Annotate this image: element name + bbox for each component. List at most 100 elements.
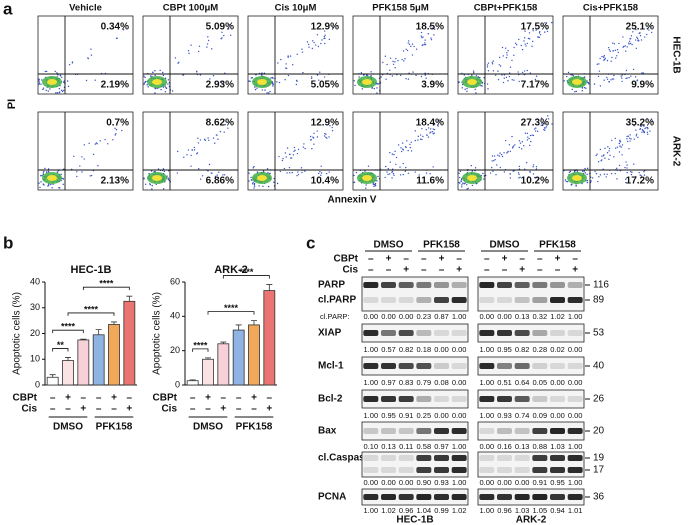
event-dot xyxy=(417,139,419,141)
event-dot xyxy=(266,92,268,94)
event-dot xyxy=(513,46,515,49)
quant-value: 1.00 xyxy=(452,442,467,451)
quadrant-percent: 7.17% xyxy=(521,80,549,91)
blot-band xyxy=(479,494,495,500)
quant-value: 0.00 xyxy=(480,442,495,451)
event-dot xyxy=(337,25,339,27)
event-dot xyxy=(387,173,389,176)
event-dot xyxy=(511,147,514,149)
event-dot xyxy=(187,50,190,52)
event-dot xyxy=(433,34,435,36)
event-dot xyxy=(475,75,478,77)
event-dot xyxy=(280,58,282,61)
y-tick-label: 40 xyxy=(170,311,180,321)
event-dot xyxy=(58,88,61,90)
quadrant-percent: 8.62% xyxy=(206,118,234,129)
event-dot xyxy=(458,176,461,179)
event-dot xyxy=(639,34,642,37)
event-dot xyxy=(496,164,498,166)
column-title: PFK158 5μM xyxy=(372,3,429,14)
event-dot xyxy=(630,75,632,77)
event-dot xyxy=(463,74,466,76)
event-dot xyxy=(504,47,507,49)
blot-band xyxy=(479,363,495,369)
quant-value: 1.00 xyxy=(480,506,495,515)
event-dot xyxy=(325,172,328,175)
event-dot xyxy=(212,137,215,139)
event-dot xyxy=(278,155,280,158)
event-dot xyxy=(44,167,46,170)
event-dot xyxy=(67,85,70,88)
event-dot xyxy=(506,52,508,54)
event-dot xyxy=(624,45,626,47)
event-dot xyxy=(634,76,637,78)
event-dot xyxy=(167,177,170,179)
event-dot xyxy=(208,139,210,142)
event-dot xyxy=(524,37,526,39)
event-dot xyxy=(208,163,211,166)
event-dot xyxy=(401,142,404,144)
event-dot xyxy=(44,70,46,73)
event-dot xyxy=(514,144,516,146)
event-dot xyxy=(310,139,313,141)
density-core xyxy=(257,175,267,181)
blot-frame xyxy=(477,451,585,478)
event-dot xyxy=(521,48,524,51)
blot-band xyxy=(381,330,396,336)
significance-bracket xyxy=(52,348,69,352)
quant-value: 0.00 xyxy=(452,378,467,387)
blot-band xyxy=(567,428,583,434)
quant-value: 0.08 xyxy=(434,378,449,387)
event-dot xyxy=(297,173,300,176)
event-dot xyxy=(429,128,432,130)
event-dot xyxy=(332,26,334,29)
event-dot xyxy=(503,171,506,173)
event-dot xyxy=(319,170,321,173)
event-dot xyxy=(497,154,499,156)
event-dot xyxy=(503,74,506,76)
treatment-sign: – xyxy=(555,265,561,276)
event-dot xyxy=(353,181,356,184)
event-dot xyxy=(626,140,629,143)
event-dot xyxy=(71,62,74,64)
event-dot xyxy=(219,130,222,133)
event-dot xyxy=(635,135,637,137)
event-dot xyxy=(95,142,98,144)
density-core xyxy=(467,175,477,181)
error-bar xyxy=(95,329,102,335)
event-dot xyxy=(285,63,287,65)
event-dot xyxy=(533,128,536,130)
event-dot xyxy=(492,70,495,72)
event-dot xyxy=(409,143,411,146)
event-dot xyxy=(607,146,609,148)
treatment-sign: – xyxy=(96,404,102,415)
event-dot xyxy=(528,137,530,140)
event-dot xyxy=(60,89,63,92)
event-dot xyxy=(597,160,600,163)
event-dot xyxy=(331,130,334,132)
event-dot xyxy=(186,154,188,156)
quant-value: 0.96 xyxy=(399,506,414,515)
quant-value: 0.05 xyxy=(533,378,548,387)
blot-band xyxy=(363,330,379,336)
event-dot xyxy=(258,185,260,187)
event-dot xyxy=(646,118,648,120)
event-dot xyxy=(495,174,497,176)
blot-band xyxy=(550,297,565,303)
blot-band xyxy=(497,297,512,303)
event-dot xyxy=(296,174,298,177)
blot-frame xyxy=(361,421,469,441)
significance-bracket xyxy=(82,286,130,291)
event-dot xyxy=(424,39,426,41)
event-dot xyxy=(411,54,414,56)
event-dot xyxy=(631,43,633,46)
blot-band xyxy=(479,282,495,288)
blot-band xyxy=(514,396,530,402)
event-dot xyxy=(353,80,355,82)
event-dot xyxy=(90,54,93,56)
event-dot xyxy=(503,77,505,79)
event-dot xyxy=(272,85,274,87)
event-dot xyxy=(513,79,515,81)
blot-band xyxy=(532,494,548,500)
event-dot xyxy=(63,89,65,91)
